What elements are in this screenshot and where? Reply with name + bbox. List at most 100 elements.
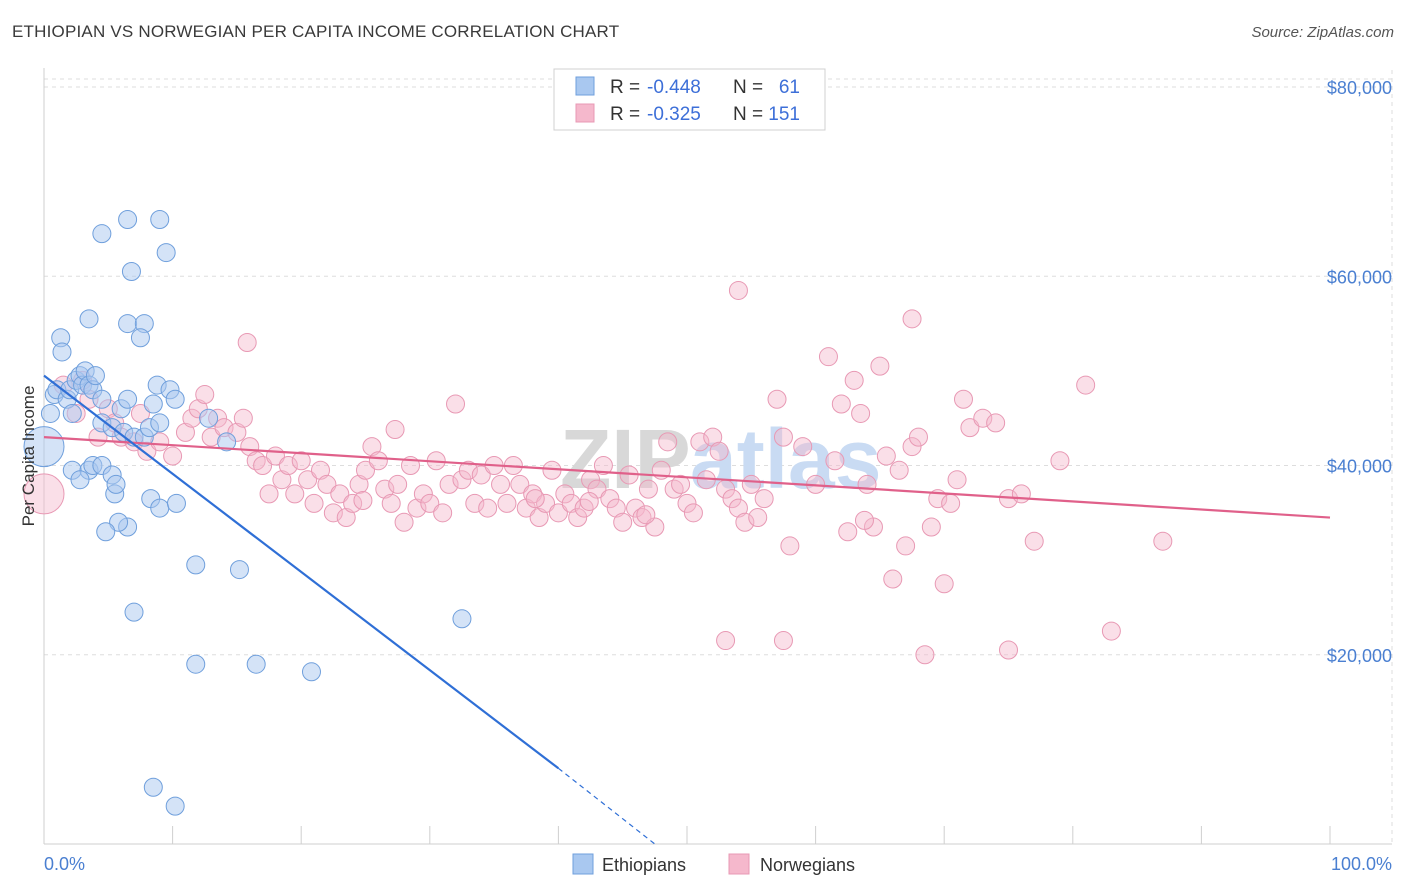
- ethiopian-point: [199, 408, 219, 428]
- norwegian-point: [889, 460, 909, 480]
- norwegian-point: [381, 493, 401, 513]
- ethiopian-point: [150, 413, 170, 433]
- norwegian-point: [613, 512, 633, 532]
- norwegian-point: [854, 510, 874, 530]
- norwegian-points: [23, 280, 1173, 665]
- ethiopian-point: [124, 602, 144, 622]
- grid-lines: [44, 70, 1393, 844]
- ethiopian-point: [165, 389, 185, 409]
- legend-r-label: R =: [610, 77, 640, 98]
- ethiopian-point: [165, 796, 185, 816]
- ethiopian-point: [52, 342, 72, 362]
- norwegian-point: [471, 465, 491, 485]
- norwegian-point: [1101, 621, 1121, 641]
- ethiopian-point: [143, 394, 163, 414]
- norwegian-point: [606, 498, 626, 518]
- norwegian-point: [233, 408, 253, 428]
- norwegian-point: [947, 470, 967, 490]
- norwegian-point: [973, 408, 993, 428]
- norwegian-point: [1076, 375, 1096, 395]
- norwegian-point: [658, 432, 678, 452]
- ethiopian-point: [217, 432, 237, 452]
- x-tick-label: 0.0%: [44, 854, 85, 874]
- norwegian-point: [253, 456, 273, 475]
- norwegian-point: [163, 446, 183, 466]
- norwegian-point: [433, 503, 453, 523]
- norwegian-point: [1011, 484, 1031, 504]
- norwegian-point: [1153, 531, 1173, 551]
- ethiopian-point: [166, 493, 186, 513]
- norwegian-point: [876, 446, 896, 466]
- norwegian-point: [385, 420, 405, 440]
- norwegian-point: [703, 427, 723, 447]
- norwegian-point: [259, 484, 279, 504]
- norwegian-point: [741, 474, 761, 494]
- ethiopian-point: [62, 403, 82, 423]
- norwegian-point: [278, 456, 298, 475]
- ethiopian-trend-extension: [558, 767, 656, 845]
- norwegian-point: [536, 493, 556, 513]
- norwegian-point: [23, 473, 65, 515]
- ethiopian-point: [92, 224, 112, 244]
- norwegian-point: [298, 470, 318, 490]
- norwegian-point: [793, 437, 813, 457]
- norwegian-point: [960, 418, 980, 438]
- ethiopian-point: [109, 512, 129, 532]
- norwegian-point: [722, 489, 742, 509]
- norwegian-point: [452, 470, 472, 490]
- chart-title: ETHIOPIAN VS NORWEGIAN PER CAPITA INCOME…: [12, 22, 620, 41]
- ethiopian-point: [40, 403, 60, 423]
- watermark-atlas: atlas: [690, 412, 881, 506]
- ethiopian-point: [85, 366, 105, 386]
- bottom-legend: Ethiopians Norwegians: [572, 853, 855, 875]
- ethiopian-point: [156, 243, 176, 263]
- legend: R = -0.448 N = 61 R = -0.325 N = 151: [553, 68, 826, 131]
- x-tick-label: 100.0%: [1331, 854, 1392, 874]
- norwegian-point: [953, 389, 973, 409]
- norwegian-point: [999, 640, 1018, 660]
- norwegian-point: [368, 451, 388, 471]
- norwegian-point: [735, 512, 755, 532]
- norwegian-point: [690, 432, 710, 452]
- norwegian-point: [555, 484, 575, 504]
- norwegian-trend-line: [43, 436, 1331, 519]
- y-tick-label: $80,000: [1327, 78, 1392, 98]
- source-label: Source: ZipAtlas.com: [1251, 24, 1394, 41]
- norwegian-point: [851, 403, 871, 423]
- norwegian-point: [754, 489, 774, 509]
- norwegian-point: [349, 474, 369, 494]
- norwegian-point: [767, 389, 787, 409]
- y-tick-label: $60,000: [1327, 267, 1392, 287]
- ethiopian-point: [79, 309, 99, 329]
- norwegian-point: [353, 491, 373, 511]
- ethiopian-point: [92, 389, 112, 409]
- ethiopian-point: [70, 470, 90, 490]
- norwegian-point: [825, 451, 845, 471]
- norwegian-point: [728, 498, 748, 518]
- norwegian-point: [525, 489, 545, 509]
- y-tick-labels: $20,000 $40,000 $60,000 $80,000: [1327, 78, 1392, 666]
- ethiopian-points: [23, 209, 472, 816]
- bottom-legend-swatch-ethiopians: [572, 853, 594, 875]
- norwegian-point: [908, 427, 928, 447]
- norwegian-point: [838, 522, 858, 542]
- norwegian-point: [941, 493, 961, 513]
- norwegian-point: [175, 422, 195, 442]
- legend-box: [553, 68, 826, 131]
- norwegian-point: [362, 437, 382, 457]
- norwegian-point: [902, 437, 922, 457]
- norwegian-point: [458, 460, 478, 480]
- norwegian-point: [593, 456, 613, 475]
- norwegian-point: [574, 498, 594, 518]
- ethiopian-point: [229, 560, 249, 580]
- watermark-zip: ZIP: [560, 412, 691, 506]
- y-axis-label: Per Capita Income: [19, 386, 38, 527]
- norwegian-point: [579, 491, 599, 511]
- norwegian-point: [831, 394, 851, 414]
- norwegian-point: [780, 536, 800, 556]
- norwegian-point: [626, 498, 646, 518]
- norwegian-point: [323, 503, 343, 523]
- norwegian-point: [568, 508, 588, 528]
- ethiopian-point: [452, 609, 472, 629]
